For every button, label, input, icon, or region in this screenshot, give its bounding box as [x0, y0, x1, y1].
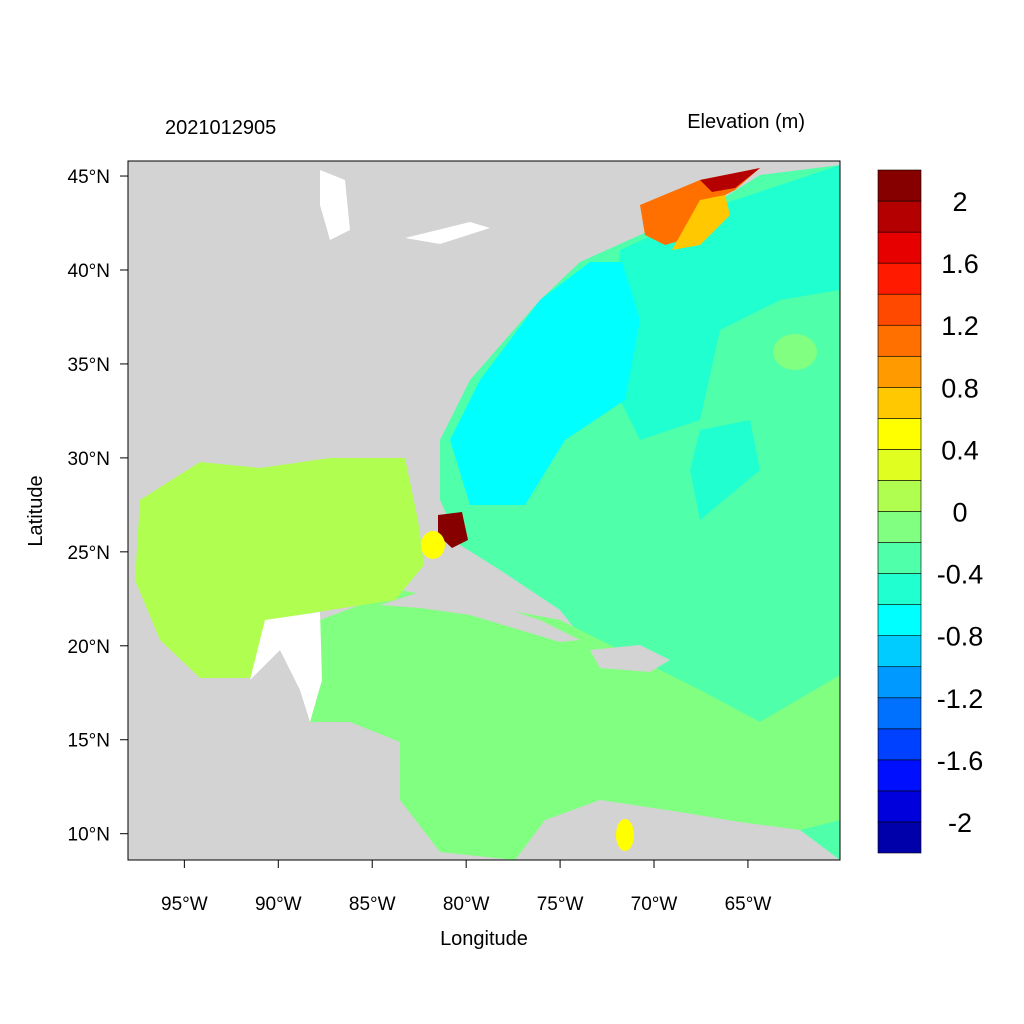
date-title: 2021012905 [165, 117, 276, 139]
colorbar-swatch [877, 200, 922, 233]
colorbar-swatch [877, 511, 922, 543]
colorbar-tick-label: 0 [952, 498, 967, 528]
northeast-surge-outer [672, 195, 730, 250]
y-tick-label: 20°N [68, 637, 110, 658]
northeast-surge-core [700, 168, 760, 192]
x-axis-label: Longitude [440, 928, 528, 950]
colorbar-swatch [877, 697, 922, 730]
venezuela-yellow [616, 819, 634, 851]
colorbar-swatch [877, 355, 922, 388]
colorbar-tick-label: 2 [952, 187, 967, 217]
colorbar-swatch [877, 666, 922, 699]
gulf-of-mexico-region [135, 458, 424, 678]
colorbar-tick-label: 1.6 [941, 249, 979, 279]
y-tick-label: 40°N [68, 261, 110, 282]
map-frame [127, 160, 841, 861]
colorbar-swatch [877, 604, 922, 636]
colorbar-swatch [877, 759, 922, 792]
colorbar-tick-label: -2 [948, 808, 972, 838]
colorbar-swatch [877, 293, 922, 326]
florida-keys-yellow [421, 531, 445, 559]
y-tick-label: 35°N [68, 355, 110, 376]
hispaniola [590, 645, 670, 672]
ocean-patch [773, 334, 817, 370]
colorbar-swatch [877, 480, 922, 512]
y-tick-label: 10°N [68, 825, 110, 846]
y-axis: 45°N 40°N 35°N 30°N 25°N 20°N 15°N 10°N [68, 167, 128, 846]
variable-title: Elevation (m) [687, 111, 805, 133]
colorbar-tick-label: -1.2 [937, 684, 984, 714]
colorbar-tick-label: 0.8 [941, 373, 979, 403]
y-tick-label: 25°N [68, 543, 110, 564]
great-lakes [320, 170, 350, 240]
colorbar-swatch [877, 418, 922, 450]
colorbar-swatch [877, 635, 922, 668]
colorbar-swatch [877, 262, 922, 295]
x-tick-label: 95°W [161, 894, 208, 915]
colorbar-tick-label: -0.8 [937, 622, 984, 652]
colorbar: 2 1.6 1.2 0.8 0.4 0 -0.4 -0.8 -1.2 -1.6 -2 [877, 169, 984, 854]
x-tick-label: 65°W [725, 894, 772, 915]
yucatan-white [250, 612, 322, 722]
great-lakes-erie [405, 222, 490, 244]
x-tick-label: 80°W [443, 894, 490, 915]
x-tick-label: 75°W [537, 894, 584, 915]
atlantic-east-region [690, 420, 760, 520]
x-tick-label: 70°W [631, 894, 678, 915]
colorbar-tick-label: -0.4 [937, 560, 984, 590]
map-panel [127, 160, 841, 861]
gulf-stream-cyan-region [450, 262, 640, 505]
colorbar-swatch [877, 387, 922, 419]
colorbar-swatch [877, 231, 922, 264]
colorbar-swatch [877, 728, 922, 761]
y-tick-label: 15°N [68, 731, 110, 752]
colorbar-swatch [877, 542, 922, 574]
colorbar-tick-label: -1.6 [937, 746, 984, 776]
cuba [380, 592, 580, 642]
colorbar-swatch [877, 169, 922, 202]
colorbar-tick-label: 1.2 [941, 311, 979, 341]
colorbar-tick-label: 0.4 [941, 435, 979, 465]
colorbar-swatch [877, 821, 922, 854]
colorbar-swatch [877, 449, 922, 481]
y-axis-label: Latitude [25, 475, 47, 546]
florida-surge [438, 512, 468, 548]
caribbean-region [310, 590, 840, 860]
x-axis: 95°W 90°W 85°W 80°W 75°W 70°W 65°W [161, 860, 771, 915]
colorbar-swatch [877, 573, 922, 605]
x-tick-label: 85°W [349, 894, 396, 915]
x-tick-label: 90°W [255, 894, 302, 915]
colorbar-swatch [877, 324, 922, 357]
y-tick-label: 30°N [68, 449, 110, 470]
y-tick-label: 45°N [68, 167, 110, 188]
colorbar-swatch [877, 790, 922, 823]
